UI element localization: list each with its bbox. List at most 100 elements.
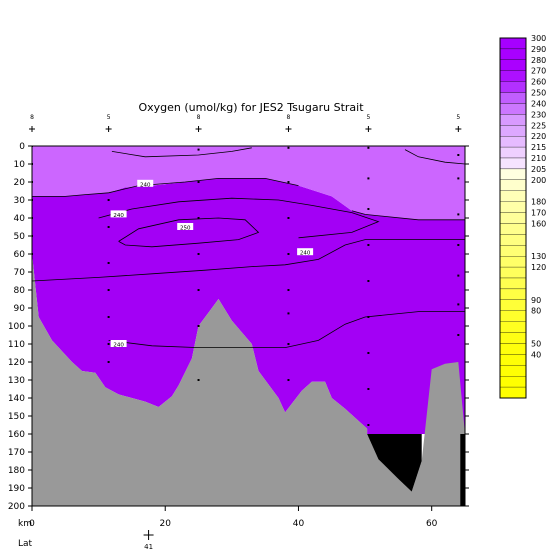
- chart-title: Oxygen (umol/kg) for JES2 Tsugaru Strait: [138, 101, 364, 114]
- colorbar-label-280: 280: [531, 56, 546, 65]
- colorbar-swatch-190: [499, 190, 527, 202]
- y-tick-label-20: 20: [14, 178, 26, 188]
- x-tick-label-40: 40: [293, 519, 305, 529]
- sample-point-1-6: [107, 361, 110, 363]
- station-label-4: 5: [366, 114, 370, 121]
- sample-point-2-5: [197, 325, 200, 327]
- colorbar-swatch-250: [499, 92, 527, 104]
- colorbar-swatch-90: [499, 299, 527, 311]
- station-label-3: 8: [287, 114, 291, 121]
- sample-point-4-2: [367, 208, 370, 210]
- colorbar-label-300: 300: [531, 34, 546, 43]
- station-label-2: 8: [197, 114, 201, 121]
- colorbar-swatch-60: [499, 332, 527, 344]
- colorbar-swatch-150: [499, 234, 527, 246]
- colorbar-label-40: 40: [531, 350, 541, 359]
- colorbar-swatch-30: [499, 365, 527, 377]
- contour-line-7: [111, 147, 252, 158]
- contour-label-2: 250: [180, 226, 191, 232]
- y-tick-label-190: 190: [8, 484, 25, 494]
- colorbar-swatch-50: [499, 343, 527, 355]
- x-axis-label: km: [18, 519, 32, 529]
- y-tick-label-30: 30: [14, 196, 26, 206]
- sample-point-4-4: [367, 280, 370, 282]
- axes: 0102030405060708090100110120130140150160…: [8, 114, 469, 551]
- station-label-5: 5: [456, 114, 460, 121]
- sample-point-3-2: [287, 217, 290, 219]
- contour-label-bg-1: [297, 248, 314, 256]
- plot-area: 240 240 250 240 240: [32, 146, 465, 506]
- y-tick-label-170: 170: [8, 448, 25, 458]
- colorbar-swatch-210: [499, 157, 527, 170]
- sample-point-5-2: [457, 213, 460, 216]
- region-purple-220-250: [32, 146, 465, 220]
- sample-point-5-6: [457, 334, 460, 336]
- station-label-1: 5: [107, 114, 111, 121]
- colorbar-swatch-230: [499, 114, 527, 126]
- colorbar-frame: [499, 37, 527, 399]
- colorbar-label-120: 120: [531, 263, 546, 272]
- contour-label-bg-4: [110, 210, 127, 218]
- contour-line-3: [108, 178, 299, 194]
- sample-point-4-0: [367, 146, 370, 149]
- colorbar-label-80: 80: [531, 307, 541, 316]
- contour-label-bg-0: [110, 340, 127, 347]
- colorbar-label-225: 225: [531, 121, 546, 130]
- colorbar-swatch-270: [499, 70, 527, 82]
- colorbar-swatch-290: [499, 48, 527, 60]
- sample-point-2-1: [197, 181, 200, 183]
- colorbar-swatch-180: [499, 201, 527, 213]
- contour-label-bg-3: [137, 179, 154, 187]
- y-tick-label-200: 200: [8, 502, 25, 512]
- contour-line-6: [351, 210, 465, 221]
- colorbar-label-290: 290: [531, 45, 546, 54]
- y-tick-label-130: 130: [8, 376, 25, 386]
- sample-point-4-1: [367, 177, 370, 180]
- contour-line-8: [404, 149, 465, 165]
- sample-point-1-1: [107, 226, 110, 228]
- y-tick-label-110: 110: [8, 340, 25, 350]
- contour-line-5: [32, 192, 109, 197]
- colorbar-label-200: 200: [531, 176, 546, 185]
- colorbar-swatch-140: [499, 245, 527, 257]
- colorbar-swatch-40: [499, 354, 527, 366]
- sample-point-4-5: [367, 316, 370, 318]
- contour-label-0: 240: [113, 343, 124, 349]
- sample-point-1-0: [107, 199, 110, 201]
- colorbar-label-215: 215: [531, 143, 546, 152]
- colorbar-swatch-160: [499, 223, 527, 235]
- contour-line-4: [98, 197, 380, 239]
- y-tick-label-10: 10: [14, 160, 26, 170]
- region-purple-250-260: [32, 178, 465, 434]
- sample-point-1-4: [107, 316, 110, 318]
- y-tick-label-140: 140: [8, 394, 25, 404]
- sample-point-4-8: [367, 424, 370, 426]
- sample-point-4-3: [367, 244, 370, 246]
- sample-point-3-6: [287, 343, 290, 345]
- contour-label-4: 240: [113, 213, 124, 219]
- colorbar-label-170: 170: [531, 209, 546, 218]
- colorbar-swatch-170: [499, 212, 527, 224]
- y-tick-label-70: 70: [14, 268, 26, 278]
- sample-point-3-3: [287, 253, 290, 255]
- region-no-data-black-right: [460, 434, 465, 506]
- x-tick-label-60: 60: [426, 519, 438, 529]
- colorbar-swatch-20: [499, 376, 527, 388]
- sample-point-3-7: [287, 379, 290, 381]
- colorbar-label-180: 180: [531, 198, 546, 207]
- y-tick-label-180: 180: [8, 466, 25, 476]
- colorbar-label-260: 260: [531, 78, 546, 87]
- colorbar-label-90: 90: [531, 296, 541, 305]
- colorbar-swatch-300: [499, 37, 527, 50]
- colorbar-swatch-120: [499, 266, 527, 279]
- sample-point-3-4: [287, 289, 290, 291]
- colorbar-swatch-100: [499, 288, 527, 300]
- sample-point-1-5: [107, 343, 110, 345]
- colorbar-swatch-110: [499, 277, 527, 290]
- colorbar-label-50: 50: [531, 339, 541, 348]
- sample-point-5-4: [457, 274, 460, 277]
- y-tick-label-160: 160: [8, 430, 25, 440]
- colorbar-label-130: 130: [531, 252, 546, 261]
